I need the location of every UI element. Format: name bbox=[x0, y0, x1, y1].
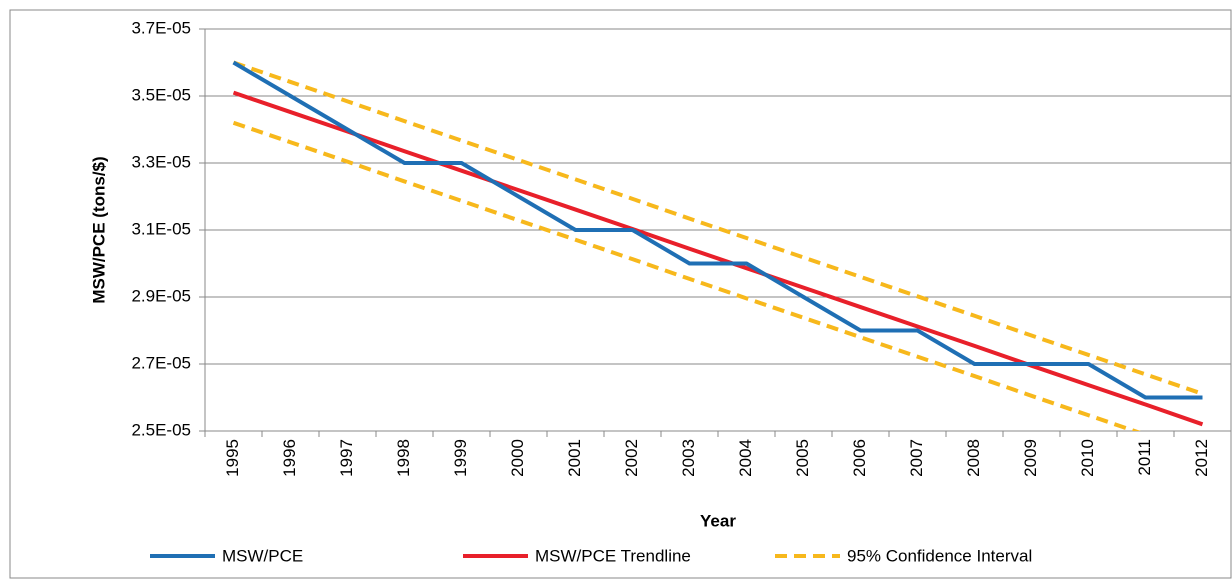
series-line bbox=[232, 60, 1204, 396]
y-tick-label: 2.9E-05 bbox=[131, 286, 191, 305]
x-tick-label: 2007 bbox=[907, 439, 926, 477]
plot-lines bbox=[232, 60, 1204, 431]
x-tick-label: 2005 bbox=[793, 439, 812, 477]
legend-label: MSW/PCE Trendline bbox=[535, 546, 691, 565]
x-tick-label: 2002 bbox=[622, 439, 641, 477]
legend-label: MSW/PCE bbox=[222, 546, 303, 565]
y-tick-label: 3.5E-05 bbox=[131, 85, 191, 104]
x-tick-label: 2009 bbox=[1021, 439, 1040, 477]
x-tick-label: 1998 bbox=[394, 439, 413, 477]
y-tick-label: 3.3E-05 bbox=[131, 152, 191, 171]
x-tick-label: 1995 bbox=[223, 439, 242, 477]
x-tick-label: 2004 bbox=[736, 439, 755, 477]
legend-label: 95% Confidence Interval bbox=[847, 546, 1032, 565]
y-axis-label: MSW/PCE (tons/$) bbox=[89, 156, 108, 303]
x-tick-label: 2008 bbox=[964, 439, 983, 477]
y-tick-label: 2.7E-05 bbox=[131, 353, 191, 372]
x-axis-label: Year bbox=[700, 511, 736, 530]
x-tick-label: 1996 bbox=[280, 439, 299, 477]
x-tick-label: 2003 bbox=[679, 439, 698, 477]
series-line bbox=[232, 60, 1203, 400]
series-line bbox=[232, 120, 1141, 431]
x-tick-label: 2012 bbox=[1192, 439, 1211, 477]
x-tick-label: 2000 bbox=[508, 439, 527, 477]
y-tick-label: 2.5E-05 bbox=[131, 420, 191, 439]
series-line bbox=[232, 90, 1204, 427]
y-tick-label: 3.1E-05 bbox=[131, 219, 191, 238]
chart-frame bbox=[9, 9, 1232, 579]
x-tick-label: 2010 bbox=[1078, 439, 1097, 477]
x-tick-label: 2011 bbox=[1135, 439, 1154, 476]
x-tick-label: 1999 bbox=[451, 439, 470, 477]
y-tick-label: 3.7E-05 bbox=[131, 18, 191, 37]
x-tick-label: 2001 bbox=[565, 439, 584, 477]
x-tick-label: 2006 bbox=[850, 439, 869, 477]
x-tick-label: 1997 bbox=[337, 439, 356, 477]
